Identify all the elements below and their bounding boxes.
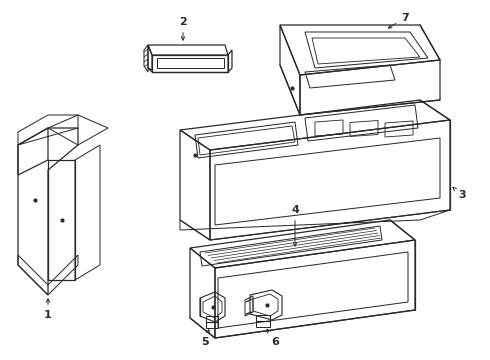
Text: 7: 7	[388, 13, 409, 28]
Text: 6: 6	[267, 329, 279, 347]
Text: 3: 3	[453, 188, 466, 200]
Text: 5: 5	[201, 330, 209, 347]
Text: 4: 4	[291, 205, 299, 246]
Text: 2: 2	[179, 17, 187, 40]
Text: 1: 1	[44, 299, 52, 320]
